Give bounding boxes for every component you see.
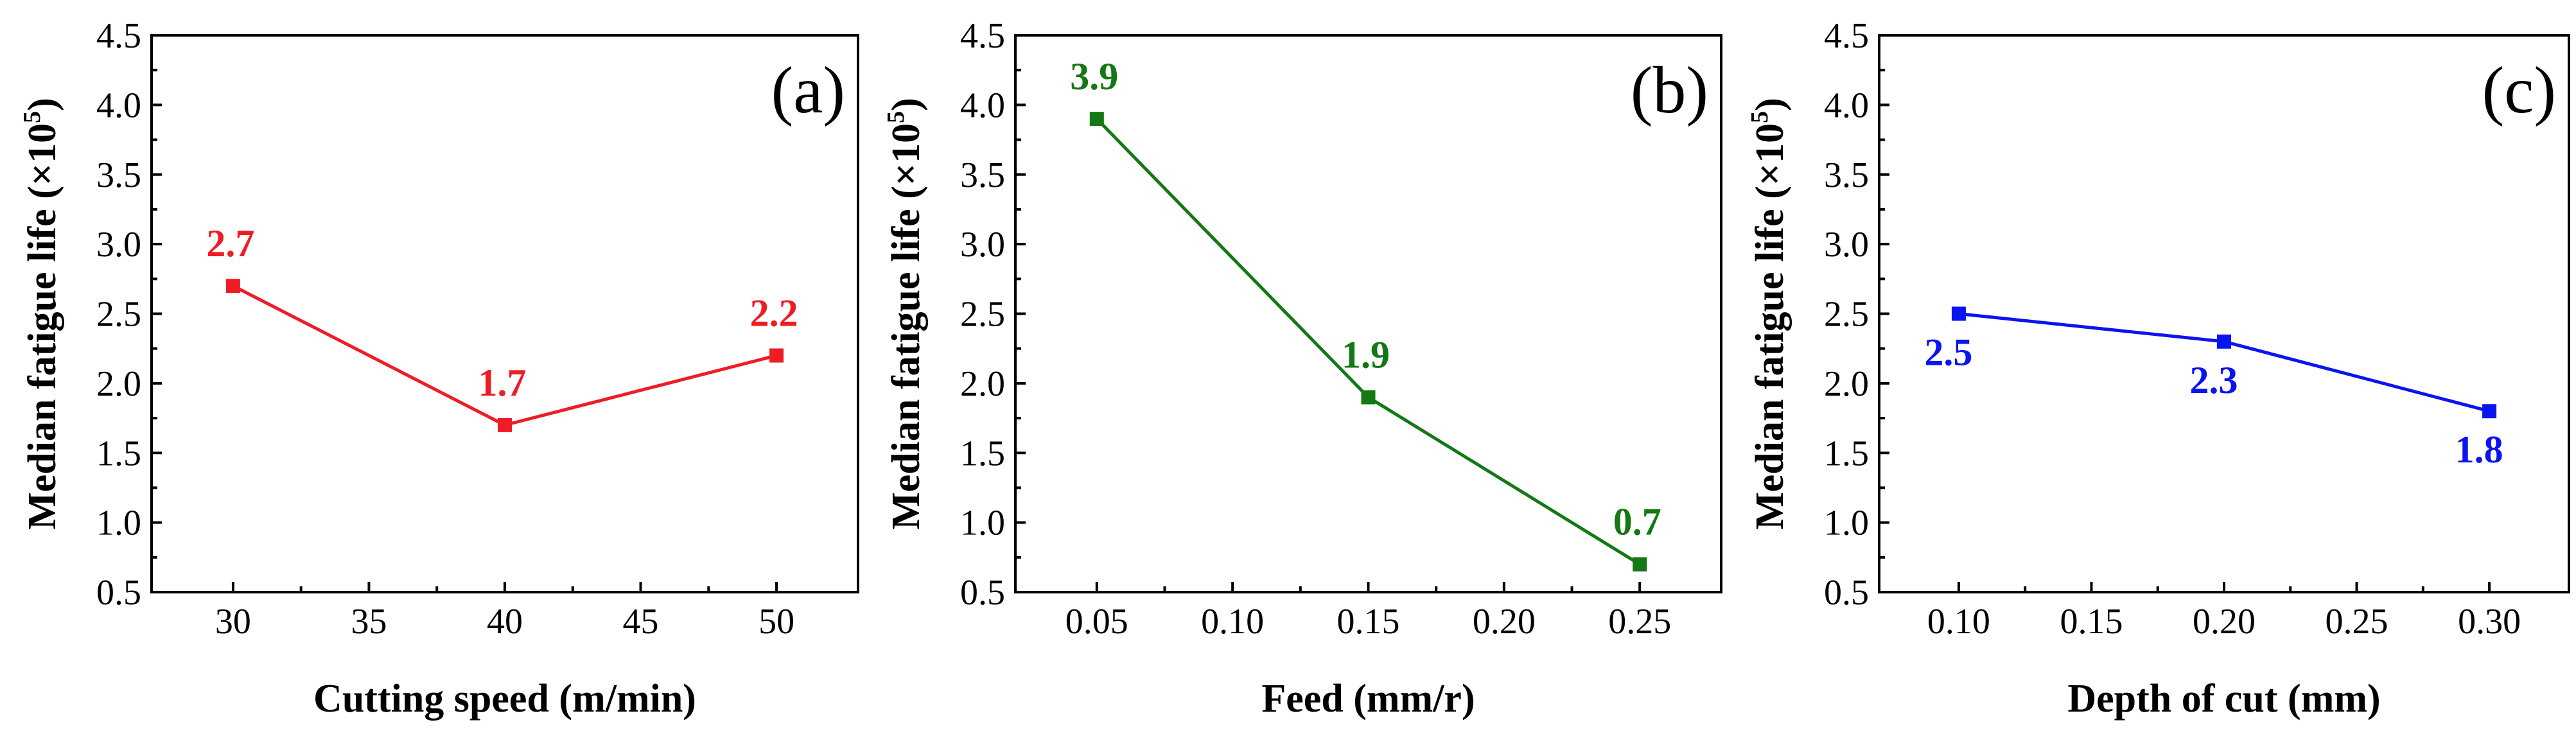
x-axis-label: Depth of cut (mm)	[2067, 677, 2380, 721]
x-tick-label: 0.25	[2326, 602, 2388, 642]
y-tick-label: 4.0	[96, 85, 141, 125]
chart-panel-1: 0.5 1.0 1.5 2.0 2.5 3.0 3.5 4.0 4.5 30 35 40 45 50 Cut…	[19, 16, 859, 721]
y-tick-label: 4.0	[1824, 85, 1869, 125]
y-tick-label: 1.0	[1824, 504, 1869, 543]
x-axis-label: Cutting speed (m/min)	[313, 677, 696, 721]
data-label: 0.7	[1613, 501, 1661, 543]
x-tick-label: 35	[351, 602, 387, 642]
data-label: 3.9	[1070, 55, 1118, 98]
x-tick-label: 0.20	[2193, 602, 2256, 642]
data-point	[1089, 112, 1104, 127]
y-tick-label: 1.0	[96, 504, 141, 543]
data-label: 1.9	[1342, 334, 1390, 376]
x-tick-label: 0.25	[1608, 602, 1671, 642]
y-tick-label: 2.0	[96, 364, 141, 404]
y-tick-label: 3.0	[1824, 225, 1869, 265]
panel-label: (b)	[1631, 53, 1708, 127]
data-label: 2.5	[1924, 331, 1972, 374]
y-tick-label: 0.5	[1824, 573, 1869, 613]
y-tick-label: 3.0	[960, 225, 1005, 265]
series-line	[232, 284, 777, 427]
x-tick-label: 0.10	[1201, 602, 1264, 642]
x-axis-label: Feed (mm/r)	[1261, 677, 1475, 721]
data-label: 1.8	[2455, 428, 2503, 471]
data-label: 1.7	[478, 362, 527, 404]
y-tick-label: 3.5	[1824, 155, 1869, 195]
x-tick-label: 0.10	[1927, 602, 1990, 642]
y-tick-label: 2.5	[96, 295, 141, 335]
x-tick-label: 50	[758, 602, 794, 642]
y-axis-label: Median fatigue life (×105)	[19, 98, 64, 530]
y-tick-label: 2.0	[960, 364, 1005, 404]
y-tick-label: 2.5	[1824, 295, 1869, 335]
y-axis-label: Median fatigue life (×105)	[1746, 98, 1792, 530]
y-tick-label: 1.5	[1824, 434, 1869, 473]
y-tick-label: 2.5	[960, 295, 1005, 335]
y-tick-label: 3.5	[960, 155, 1005, 195]
x-tick-label: 40	[487, 602, 523, 642]
data-point	[2217, 334, 2231, 349]
plot-frame	[1878, 34, 2570, 593]
y-tick-label: 2.0	[1824, 364, 1869, 404]
y-tick-label: 4.0	[960, 85, 1005, 125]
data-point	[1361, 390, 1376, 405]
panel-label: (a)	[771, 53, 845, 127]
x-tick-label: 0.20	[1473, 602, 1536, 642]
y-tick-label: 0.5	[96, 573, 141, 613]
y-tick-label: 0.5	[960, 573, 1005, 613]
y-tick-label: 3.5	[96, 155, 141, 195]
x-tick-label: 0.15	[2060, 602, 2123, 642]
y-tick-label: 1.5	[960, 434, 1005, 473]
y-tick-label: 1.0	[960, 504, 1005, 543]
y-axis-label: Median fatigue life (×105)	[882, 98, 928, 530]
data-point	[1951, 306, 1966, 321]
y-tick-label: 4.5	[96, 16, 141, 56]
y-tick-label: 3.0	[96, 225, 141, 265]
y-tick-label: 1.5	[96, 434, 141, 473]
data-label: 2.2	[750, 292, 798, 335]
data-point	[769, 348, 784, 363]
y-tick-label: 4.5	[1824, 16, 1869, 56]
data-label: 2.3	[2190, 359, 2238, 401]
data-label: 2.7	[206, 222, 254, 265]
y-tick-label: 4.5	[960, 16, 1005, 56]
x-tick-label: 45	[623, 602, 659, 642]
x-tick-label: 30	[215, 602, 251, 642]
data-point	[498, 417, 512, 432]
chart-panel-2: 0.5 1.0 1.5 2.0 2.5 3.0 3.5 4.0 4.5 0.05 0.10 0.15 0…	[882, 16, 1722, 721]
x-tick-label: 0.05	[1065, 602, 1128, 642]
x-tick-label: 0.15	[1337, 602, 1400, 642]
data-point	[1633, 557, 1647, 572]
panel-label: (c)	[2482, 53, 2556, 127]
x-tick-label: 0.30	[2458, 602, 2521, 642]
chart-panel-3: 0.5 1.0 1.5 2.0 2.5 3.0 3.5 4.0 4.5 0.10 0.15 0.20 0…	[1746, 16, 2570, 721]
data-point	[225, 279, 240, 294]
data-point	[2482, 404, 2497, 419]
